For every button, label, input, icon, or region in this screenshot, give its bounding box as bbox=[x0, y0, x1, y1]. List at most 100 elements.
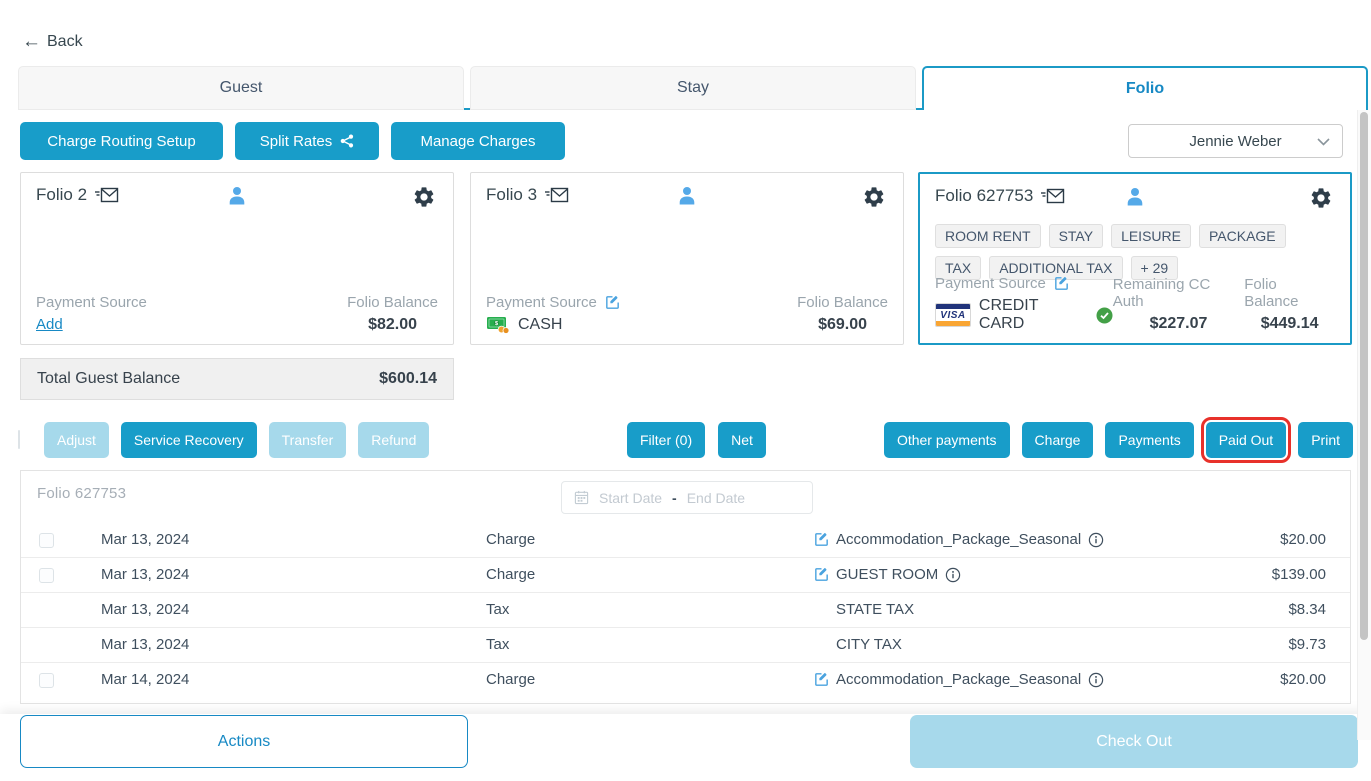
payment-source-block: Payment Source VISA CREDIT CARD bbox=[935, 275, 1113, 333]
row-date: Mar 13, 2024 bbox=[101, 531, 190, 548]
guest-selector-dropdown[interactable]: Jennie Weber bbox=[1128, 124, 1343, 158]
edit-icon[interactable] bbox=[813, 531, 830, 548]
check-out-button[interactable]: Check Out bbox=[910, 715, 1358, 768]
envelope-send-icon[interactable] bbox=[1041, 188, 1065, 204]
share-icon bbox=[340, 134, 354, 148]
row-description: STATE TAX bbox=[836, 601, 915, 618]
row-date: Mar 14, 2024 bbox=[101, 671, 190, 688]
gear-icon[interactable] bbox=[862, 185, 886, 209]
visa-card-brand: VISA bbox=[940, 309, 966, 321]
manage-charges-button[interactable]: Manage Charges bbox=[391, 122, 565, 160]
charge-code-tag[interactable]: ADDITIONAL TAX bbox=[989, 256, 1123, 280]
charge-button[interactable]: Charge bbox=[1021, 422, 1094, 458]
guest-person-icon[interactable] bbox=[227, 186, 247, 207]
date-separator: - bbox=[672, 489, 677, 506]
cash-icon: $ bbox=[486, 316, 510, 334]
folio-card-3[interactable]: Folio 3 Payment Source bbox=[470, 172, 904, 345]
folio-card-2-title: Folio 2 bbox=[36, 185, 88, 204]
payment-source-block: Payment Source $ CASH bbox=[486, 294, 621, 334]
folio-card-2[interactable]: Folio 2 Payment Source Add Folio Balance… bbox=[20, 172, 454, 345]
tab-bar: Guest Stay Folio bbox=[18, 66, 1368, 110]
other-payments-button[interactable]: Other payments bbox=[883, 422, 1010, 458]
footer-bar: Actions Check Out bbox=[0, 714, 1371, 781]
edit-icon[interactable] bbox=[813, 671, 830, 688]
payment-source-label: Payment Source bbox=[935, 275, 1046, 292]
folio-balance-label: Folio Balance bbox=[347, 294, 438, 311]
edit-icon[interactable] bbox=[1053, 275, 1070, 292]
back-button[interactable]: ← Back bbox=[22, 32, 83, 51]
guest-person-icon[interactable] bbox=[1125, 187, 1145, 208]
folio-card-3-header: Folio 3 bbox=[486, 185, 888, 211]
row-checkbox[interactable] bbox=[39, 568, 54, 583]
folio-card-3-title: Folio 3 bbox=[486, 185, 538, 204]
row-date: Mar 13, 2024 bbox=[101, 566, 190, 583]
folio-card-627753-header: Folio 627753 bbox=[935, 186, 1335, 212]
remaining-cc-auth-block: Remaining CC Auth $227.07 bbox=[1113, 276, 1245, 333]
total-guest-balance-label: Total Guest Balance bbox=[37, 370, 181, 387]
edit-icon[interactable] bbox=[604, 294, 621, 311]
adjust-button: Adjust bbox=[44, 422, 109, 458]
info-icon[interactable] bbox=[945, 567, 961, 583]
tab-folio[interactable]: Folio bbox=[922, 66, 1368, 110]
charge-code-tag[interactable]: PACKAGE bbox=[1198, 224, 1286, 248]
start-date-placeholder[interactable]: Start Date bbox=[599, 489, 663, 506]
select-all-checkbox[interactable] bbox=[18, 430, 20, 449]
scrollbar-thumb[interactable] bbox=[1360, 112, 1368, 640]
envelope-send-icon[interactable] bbox=[545, 187, 569, 203]
charge-code-tag[interactable]: STAY bbox=[1048, 224, 1104, 248]
total-guest-balance-bar: Total Guest Balance $600.14 bbox=[20, 358, 454, 400]
actions-button[interactable]: Actions bbox=[20, 715, 468, 768]
charge-code-tag[interactable]: LEISURE bbox=[1111, 224, 1191, 248]
payment-action-buttons: Other payments Charge Payments Paid Out Prin… bbox=[883, 417, 1353, 463]
gear-icon[interactable] bbox=[1309, 186, 1333, 210]
net-button[interactable]: Net bbox=[718, 422, 766, 458]
transfer-button: Transfer bbox=[268, 422, 347, 458]
transaction-rows: Mar 13, 2024 Charge Accommodation_Packag… bbox=[21, 523, 1350, 698]
paid-out-button[interactable]: Paid Out bbox=[1200, 417, 1292, 463]
vertical-scrollbar[interactable] bbox=[1357, 100, 1371, 740]
charge-routing-setup-button[interactable]: Charge Routing Setup bbox=[20, 122, 223, 160]
end-date-placeholder[interactable]: End Date bbox=[686, 489, 746, 506]
date-range-input[interactable]: Start Date - End Date bbox=[561, 481, 813, 514]
row-checkbox[interactable] bbox=[39, 533, 54, 548]
guest-person-icon[interactable] bbox=[677, 186, 697, 207]
table-row: Mar 13, 2024 Charge GUEST ROOM $139.00 bbox=[21, 558, 1350, 593]
row-description: Accommodation_Package_Seasonal bbox=[836, 531, 1082, 548]
folio-balance-value: $69.00 bbox=[818, 316, 868, 333]
folio-balance-block: Folio Balance $449.14 bbox=[1244, 276, 1335, 333]
row-description: CITY TAX bbox=[836, 636, 902, 653]
payment-method-value: CASH bbox=[518, 316, 563, 333]
split-rates-button[interactable]: Split Rates bbox=[235, 122, 379, 160]
payments-button[interactable]: Payments bbox=[1105, 422, 1194, 458]
row-amount: $9.73 bbox=[1288, 636, 1326, 653]
print-button[interactable]: Print bbox=[1298, 422, 1353, 458]
table-folio-label: Folio 627753 bbox=[37, 485, 127, 502]
service-recovery-button[interactable]: Service Recovery bbox=[120, 422, 257, 458]
charge-code-tag[interactable]: + 29 bbox=[1130, 256, 1179, 280]
left-action-buttons: Adjust Service Recovery Transfer Refund bbox=[44, 422, 430, 458]
row-date: Mar 13, 2024 bbox=[101, 636, 190, 653]
charge-code-tag[interactable]: ROOM RENT bbox=[935, 224, 1041, 248]
row-amount: $20.00 bbox=[1280, 531, 1326, 548]
row-checkbox[interactable] bbox=[39, 673, 54, 688]
row-date: Mar 13, 2024 bbox=[101, 601, 190, 618]
info-icon[interactable] bbox=[1088, 672, 1104, 688]
add-payment-link[interactable]: Add bbox=[36, 316, 63, 333]
info-icon[interactable] bbox=[1088, 532, 1104, 548]
charge-code-tag[interactable]: TAX bbox=[935, 256, 982, 280]
filter-0-button[interactable]: Filter (0) bbox=[627, 422, 706, 458]
gear-icon[interactable] bbox=[412, 185, 436, 209]
tab-guest[interactable]: Guest bbox=[18, 66, 464, 110]
visa-card-icon: VISA bbox=[935, 303, 971, 327]
table-row: Mar 13, 2024 Tax CITY TAX $9.73 bbox=[21, 628, 1350, 663]
folio-card-627753[interactable]: Folio 627753 ROOM RENT STAY LEISURE PACKAGE… bbox=[918, 172, 1352, 345]
folio-balance-label: Folio Balance bbox=[1244, 276, 1299, 310]
table-row: Mar 13, 2024 Charge Accommodation_Packag… bbox=[21, 523, 1350, 558]
tab-stay[interactable]: Stay bbox=[470, 66, 916, 110]
envelope-send-icon[interactable] bbox=[95, 187, 119, 203]
edit-icon[interactable] bbox=[813, 566, 830, 583]
table-row: Mar 14, 2024 Charge Accommodation_Packag… bbox=[21, 663, 1350, 698]
payment-method-value: CREDIT CARD bbox=[978, 297, 1039, 332]
remaining-cc-auth-label: Remaining CC Auth bbox=[1112, 276, 1211, 310]
